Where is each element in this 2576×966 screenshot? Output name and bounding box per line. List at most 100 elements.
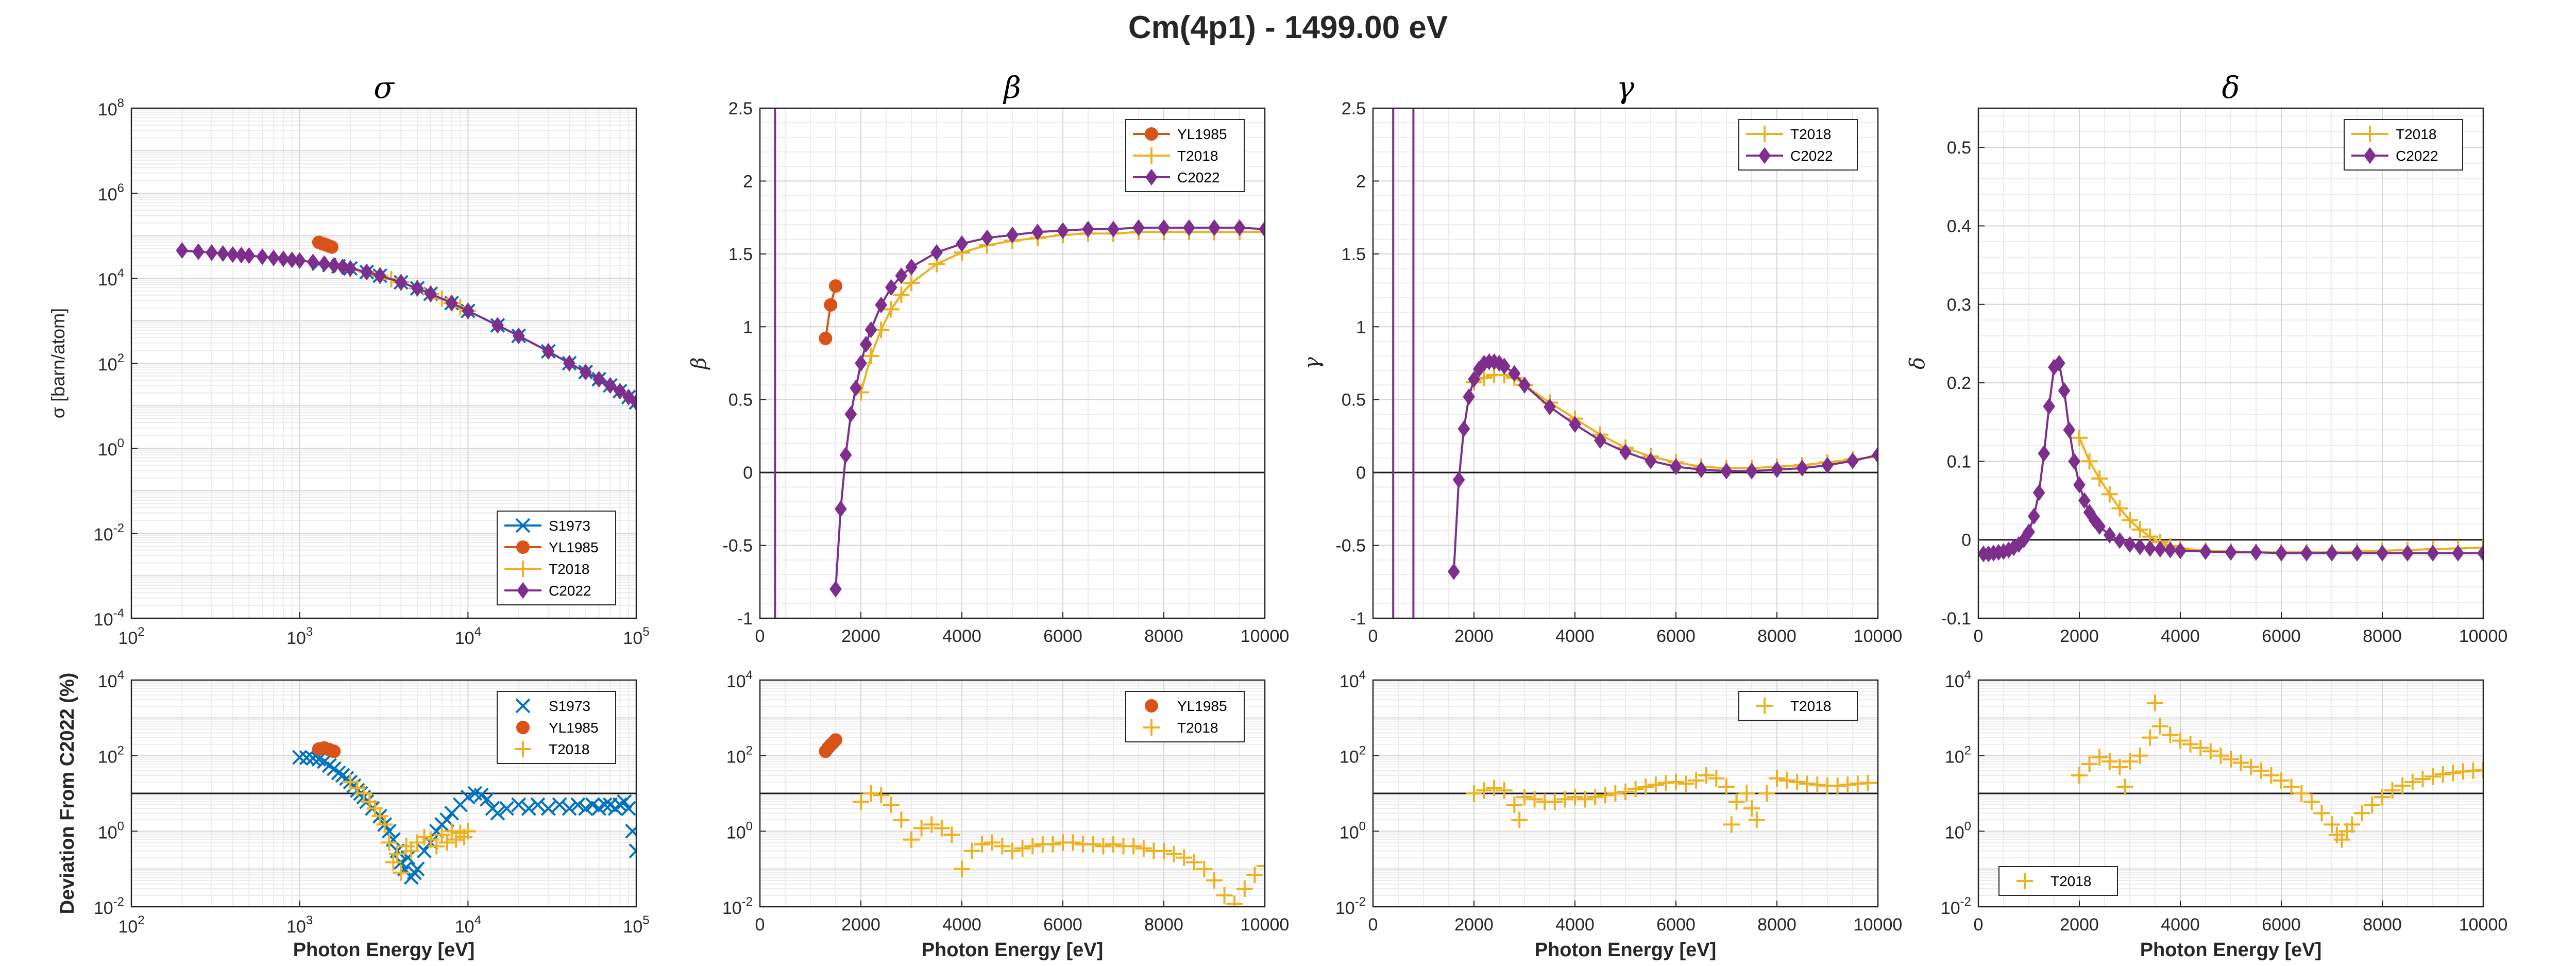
data-point-t2018 xyxy=(1748,811,1765,828)
data-point-t2018 xyxy=(381,834,398,851)
data-point-c2022 xyxy=(1447,563,1460,580)
data-point-c2022 xyxy=(2351,545,2363,562)
data-point-t2018 xyxy=(913,820,930,837)
plot-area xyxy=(292,741,636,885)
legend-entry-yl1985: YL1985 xyxy=(1145,698,1227,714)
legend-marker-t2018 xyxy=(1143,719,1160,736)
data-point-c2022 xyxy=(563,354,575,372)
data-point-yl1985 xyxy=(829,733,842,747)
legend-label: C2022 xyxy=(1177,170,1220,185)
x-tick-label: 102 xyxy=(118,625,144,648)
data-point-s1973 xyxy=(499,801,515,816)
x-axis-label: Photon Energy [eV] xyxy=(2140,939,2322,961)
y-tick-label: -1 xyxy=(737,609,753,629)
legend-entry-t2018: T2018 xyxy=(1756,698,1831,714)
data-point-t2018 xyxy=(438,834,455,851)
data-point-t2018 xyxy=(2212,747,2229,764)
x-tick-label: 10000 xyxy=(1241,626,1290,646)
y-axis-label: β xyxy=(687,357,711,370)
data-point-c2022 xyxy=(1498,358,1511,375)
x-tick-label: 8000 xyxy=(1757,626,1797,646)
data-point-t2018 xyxy=(2425,768,2441,785)
tick-labels: 102 103 104 105 10-2 100 102 104 xyxy=(94,668,650,937)
y-tick-label: 10-2 xyxy=(722,895,753,918)
data-point-c2022 xyxy=(2133,538,2146,555)
data-point-c2022 xyxy=(1771,461,1783,478)
y-tick-label: 10-2 xyxy=(1941,895,1971,918)
data-point-c2022 xyxy=(614,382,626,400)
data-point-t2018 xyxy=(1617,783,1634,800)
data-point-t2018 xyxy=(873,787,890,804)
data-point-yl1985 xyxy=(824,298,838,312)
data-point-t2018 xyxy=(943,826,960,843)
grid xyxy=(1372,108,1878,619)
data-point-c2022 xyxy=(2093,518,2106,535)
data-point-c2022 xyxy=(1670,458,1682,476)
data-point-t2018 xyxy=(2243,758,2260,775)
x-axis-label: Photon Energy [eV] xyxy=(1535,939,1717,961)
legend-label: YL1985 xyxy=(1177,126,1227,142)
chart-gamma-top: 0 2000 4000 6000 8000 10000 -1 -0.5 0 0.5 1 1.5 2 2.5… xyxy=(1300,70,1902,646)
legend-marker-c2022 xyxy=(1145,168,1158,186)
legend: T2018 xyxy=(1738,691,1858,721)
legend-label: T2018 xyxy=(549,561,589,577)
legend-marker-c2022 xyxy=(2364,147,2376,164)
data-point-t2018 xyxy=(2283,778,2300,795)
data-point-t2018 xyxy=(2131,521,2148,538)
data-point-c2022 xyxy=(859,335,872,353)
y-tick-label: -1 xyxy=(1350,609,1366,629)
tick-labels: 102 103 104 105 10-4 10-2 100 102 104 106 108 xyxy=(94,96,650,648)
legend: S1973 YL1985 T2018 xyxy=(497,691,616,764)
data-point-c2022 xyxy=(630,394,636,411)
data-point-s1973 xyxy=(530,797,546,812)
legend: S1973 YL1985 T2018 C2022 xyxy=(497,511,616,605)
data-point-c2022 xyxy=(395,274,408,291)
legend-marker-t2018 xyxy=(1756,698,1773,714)
tick-labels: 0 2000 4000 6000 8000 10000 -1 -0.5 0 0.5 1 1.5 2 2.5 xyxy=(722,99,1289,646)
series-c2022 xyxy=(1447,353,1878,580)
data-point-c2022 xyxy=(205,244,218,261)
data-point-c2022 xyxy=(895,267,908,284)
y-tick-label: 0.2 xyxy=(1947,374,1971,393)
data-point-t2018 xyxy=(2414,771,2431,788)
data-point-t2018 xyxy=(2394,777,2411,794)
data-point-t2018 xyxy=(2445,765,2462,782)
data-point-t2018 xyxy=(1668,773,1684,790)
data-point-t2018 xyxy=(954,860,970,877)
data-point-t2018 xyxy=(448,831,465,848)
data-point-c2022 xyxy=(1846,452,1859,469)
legend-label: YL1985 xyxy=(549,539,599,555)
tick-labels: 0 2000 4000 6000 8000 10000 10-2 100 102 104 xyxy=(1941,668,2507,935)
axes-box xyxy=(759,107,1266,619)
data-point-t2018 xyxy=(1577,791,1594,808)
legend-marker-yl1985 xyxy=(1145,699,1158,713)
data-point-c2022 xyxy=(2326,545,2338,562)
data-point-c2022 xyxy=(2053,354,2065,372)
axes-box xyxy=(1372,107,1879,619)
x-tick-label: 10000 xyxy=(1241,915,1290,935)
y-tick-label: 10-2 xyxy=(94,521,124,545)
series-t2018 xyxy=(2071,694,2483,848)
data-point-c2022 xyxy=(2164,541,2177,558)
data-point-c2022 xyxy=(885,279,897,296)
tick-labels: 0 2000 4000 6000 8000 10000-0.100.10.20.30.40… xyxy=(1941,138,2507,646)
data-point-t2018 xyxy=(2202,743,2219,760)
y-tick-label: 0.5 xyxy=(728,391,753,410)
y-tick-label: 104 xyxy=(98,266,124,290)
x-tick-label: 4000 xyxy=(2161,626,2200,646)
data-point-c2022 xyxy=(318,255,331,273)
x-tick-label: 4000 xyxy=(942,915,981,935)
x-tick-label: 4000 xyxy=(942,626,981,646)
legend-marker-t2018 xyxy=(515,741,531,757)
data-point-c2022 xyxy=(344,260,357,277)
data-point-t2018 xyxy=(862,347,879,364)
axes-box xyxy=(759,679,1266,908)
data-point-c2022 xyxy=(1821,456,1834,474)
panel-title: γ xyxy=(1617,70,1635,105)
data-point-t2018 xyxy=(1743,800,1760,817)
data-point-c2022 xyxy=(2427,545,2439,562)
data-point-t2018 xyxy=(2091,749,2108,766)
data-point-c2022 xyxy=(604,377,617,394)
data-point-c2022 xyxy=(1594,432,1606,449)
